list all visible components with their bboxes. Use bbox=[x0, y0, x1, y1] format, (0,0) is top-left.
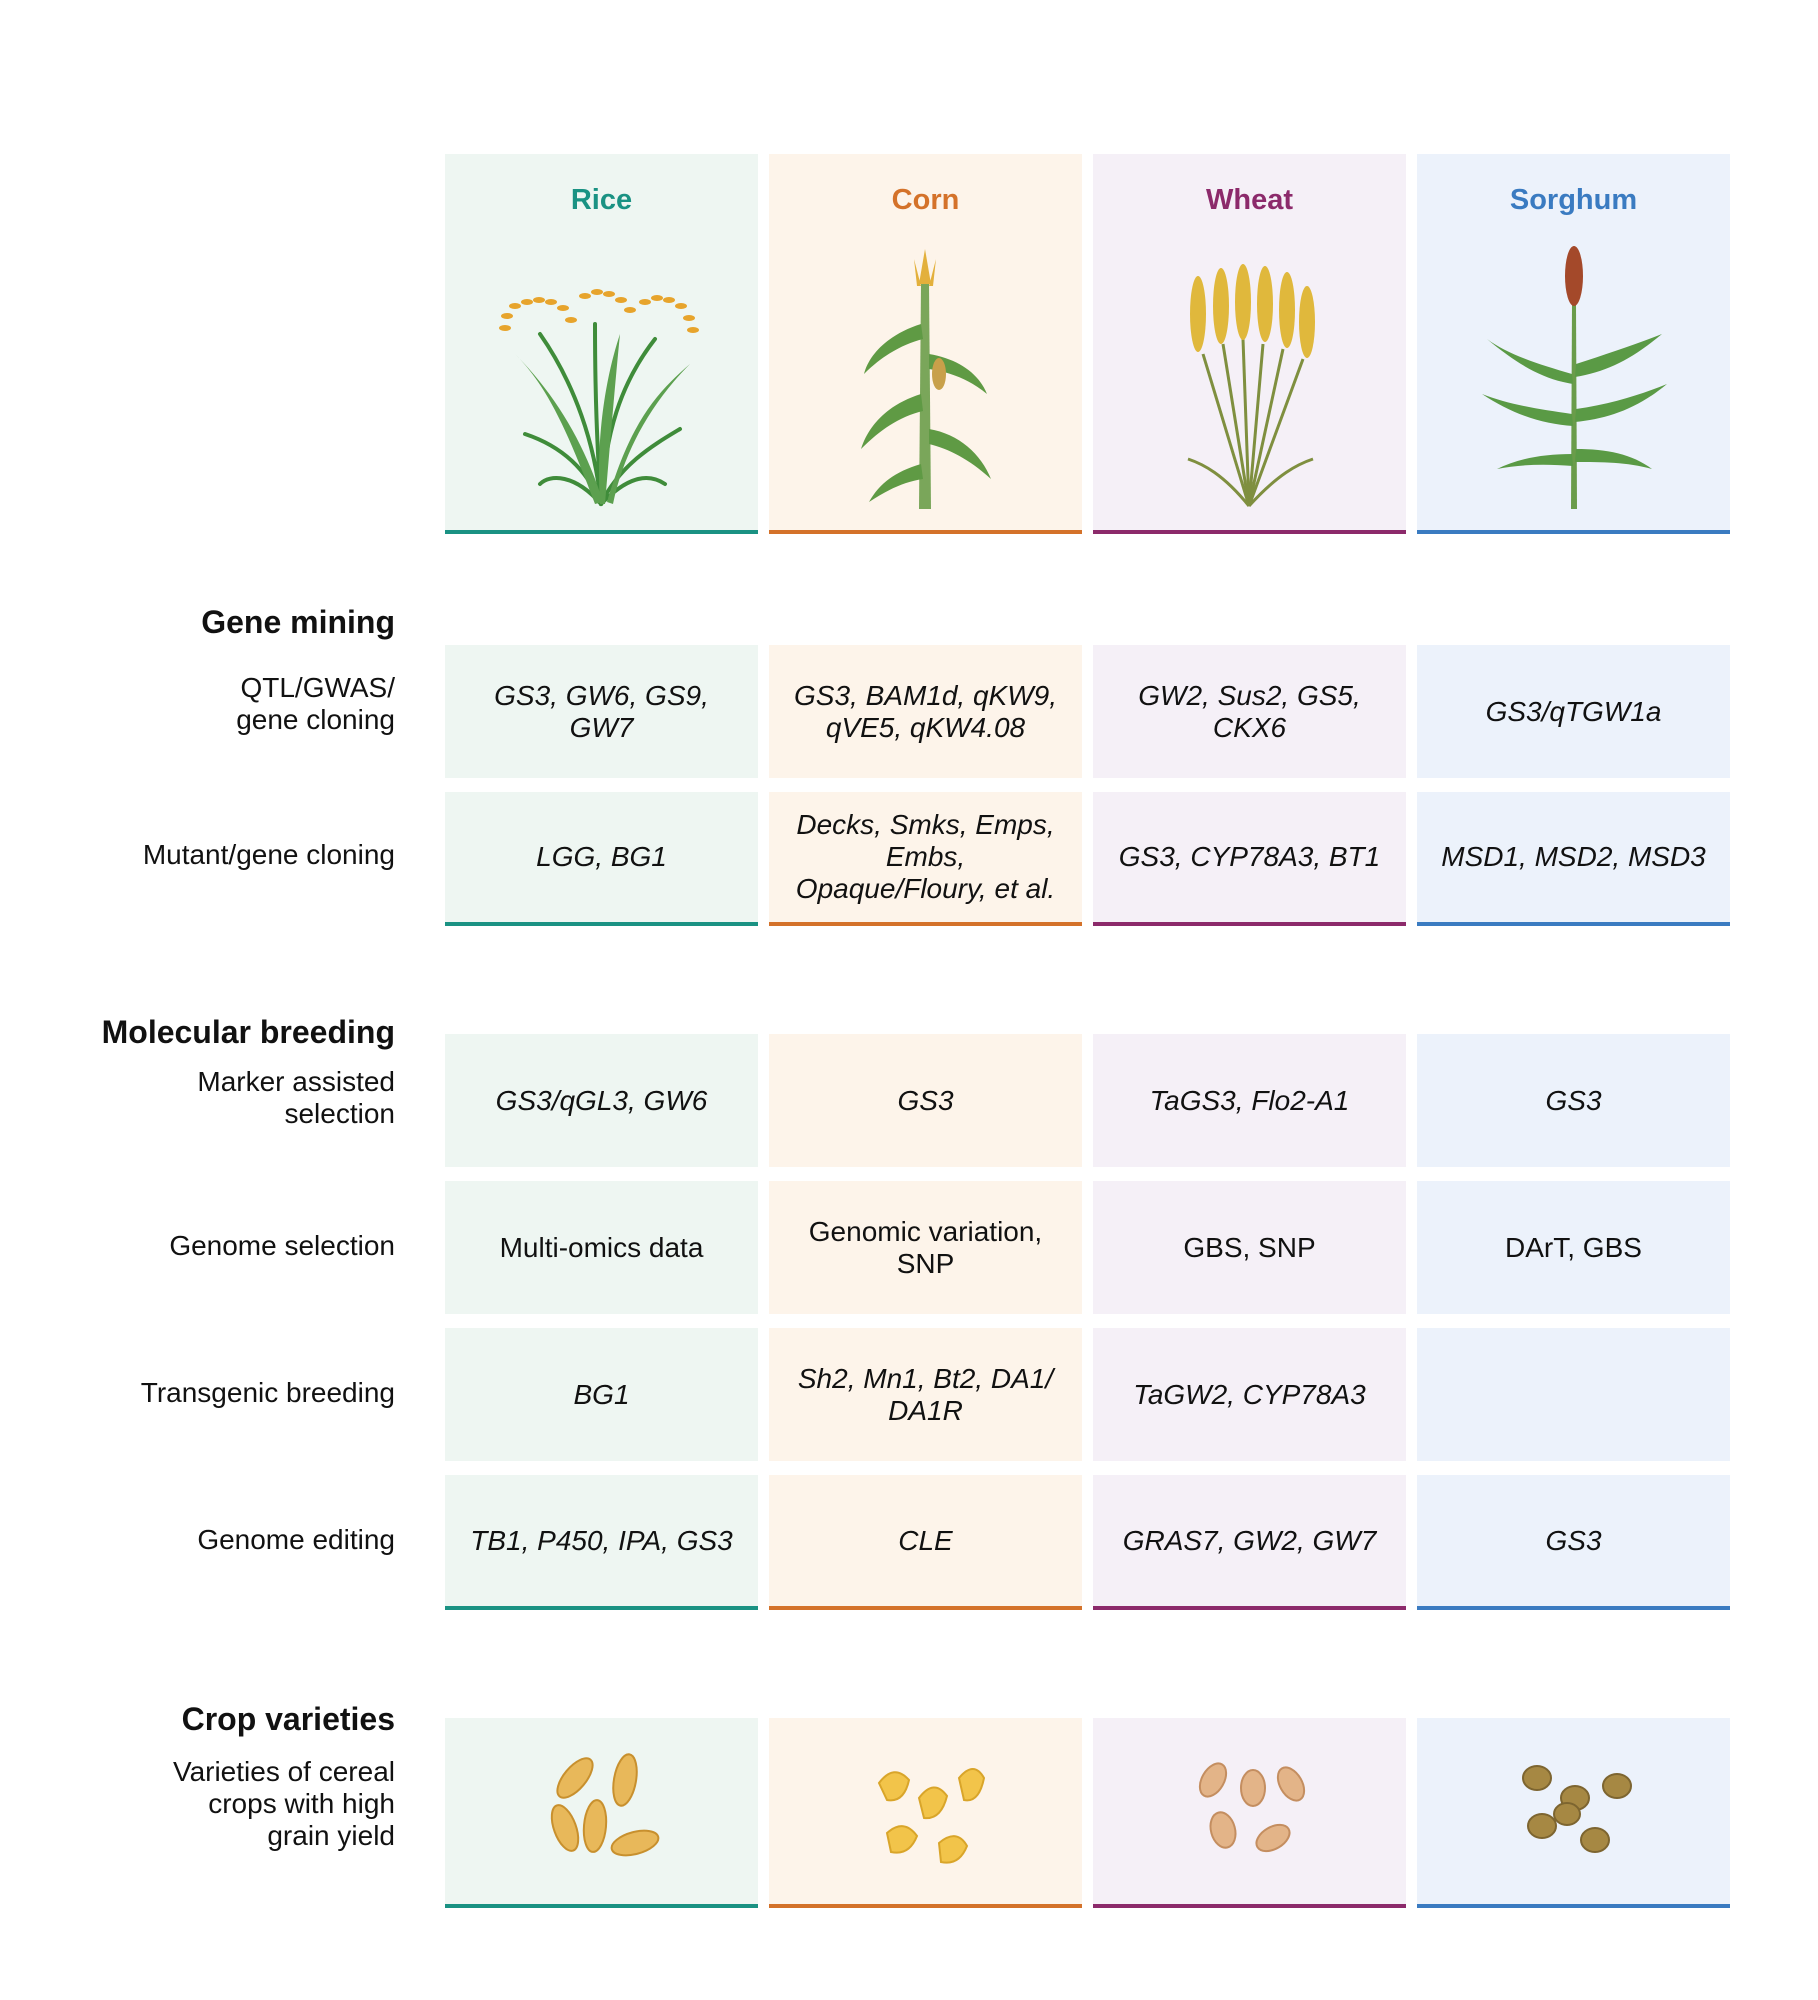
cell-rice-transgenic: BG1 bbox=[445, 1328, 758, 1461]
cell-sorghum-mas: GS3 bbox=[1417, 1034, 1730, 1167]
cell-wheat-editing: GRAS7, GW2, GW7 bbox=[1093, 1475, 1406, 1610]
row-label-line: selection bbox=[284, 1098, 395, 1129]
cell-wheat-mas: TaGS3, Flo2-A1 bbox=[1093, 1034, 1406, 1167]
sorghum-grains-illustration bbox=[1522, 1765, 1632, 1853]
cell-rice-mas: GS3/qGL3, GW6 bbox=[445, 1034, 758, 1167]
cell-corn-qtl: GS3, BAM1d, qKW9, qVE5, qKW4.08 bbox=[769, 645, 1082, 778]
corn-header-card: Corn bbox=[769, 154, 1082, 534]
row-label-genome-editing: Genome editing bbox=[197, 1524, 395, 1556]
row-label-transgenic: Transgenic breeding bbox=[141, 1377, 395, 1409]
wheat-title: Wheat bbox=[1206, 184, 1293, 216]
cell-wheat-transgenic: TaGW2, CYP78A3 bbox=[1093, 1328, 1406, 1461]
cell-wheat-qtl: GW2, Sus2, GS5, CKX6 bbox=[1093, 645, 1406, 778]
row-label-line: Varieties of cereal bbox=[172, 1756, 395, 1787]
cell-wheat-genome-selection: GBS, SNP bbox=[1093, 1181, 1406, 1314]
section-gene-mining: Gene mining bbox=[201, 604, 395, 640]
sorghum-title: Sorghum bbox=[1509, 184, 1638, 216]
row-label-line: crops with high bbox=[208, 1788, 395, 1819]
cell-corn-mutant: Decks, Smks, Emps, Embs, Opaque/Floury, … bbox=[769, 792, 1082, 926]
corn-grains-card bbox=[769, 1718, 1082, 1908]
section-molecular-breeding: Molecular breeding bbox=[101, 1014, 395, 1050]
row-label-line: Transgenic breeding bbox=[140, 1377, 395, 1408]
sorghum-header-card: Sorghum bbox=[1417, 154, 1730, 534]
row-label-line: Mutant/gene cloning bbox=[142, 839, 395, 870]
rice-grains-illustration bbox=[550, 1753, 660, 1857]
wheat-grains-illustration bbox=[1198, 1762, 1306, 1853]
rice-plant-illustration bbox=[499, 289, 699, 506]
row-label-line: gene cloning bbox=[236, 704, 395, 735]
cell-rice-mutant: LGG, BG1 bbox=[445, 792, 758, 926]
row-label-mutant: Mutant/gene cloning bbox=[143, 839, 395, 871]
row-label-line: Marker assisted bbox=[197, 1066, 395, 1097]
cell-corn-transgenic: Sh2, Mn1, Bt2, DA1/ DA1R bbox=[769, 1328, 1082, 1461]
row-label-line: grain yield bbox=[267, 1820, 395, 1851]
rice-grains-card bbox=[445, 1718, 758, 1908]
rice-header-card: Rice bbox=[445, 154, 758, 534]
cell-corn-editing: CLE bbox=[769, 1475, 1082, 1610]
wheat-grains-card bbox=[1093, 1718, 1406, 1908]
sorghum-grains-card bbox=[1417, 1718, 1730, 1908]
cell-rice-qtl: GS3, GW6, GS9, GW7 bbox=[445, 645, 758, 778]
cell-sorghum-qtl: GS3/qTGW1a bbox=[1417, 645, 1730, 778]
cell-sorghum-mutant: MSD1, MSD2, MSD3 bbox=[1417, 792, 1730, 926]
cell-sorghum-editing: GS3 bbox=[1417, 1475, 1730, 1610]
cell-corn-genome-selection: Genomic variation, SNP bbox=[769, 1181, 1082, 1314]
row-label-line: Genome editing bbox=[197, 1524, 395, 1555]
wheat-plant-illustration bbox=[1187, 264, 1315, 508]
cell-sorghum-transgenic bbox=[1417, 1328, 1730, 1461]
cell-corn-mas: GS3 bbox=[769, 1034, 1082, 1167]
cell-sorghum-genome-selection: DArT, GBS bbox=[1417, 1181, 1730, 1314]
corn-plant-illustration bbox=[861, 249, 991, 509]
cell-wheat-mutant: GS3, CYP78A3, BT1 bbox=[1093, 792, 1406, 926]
cell-rice-editing: TB1, P450, IPA, GS3 bbox=[445, 1475, 758, 1610]
row-label-varieties: Varieties of cereal crops with high grai… bbox=[173, 1756, 395, 1852]
corn-title: Corn bbox=[891, 184, 960, 216]
corn-grains-illustration bbox=[877, 1768, 986, 1864]
row-label-qtl-gwas: QTL/GWAS/ gene cloning bbox=[236, 672, 395, 736]
row-label-line: Genome selection bbox=[169, 1230, 395, 1261]
row-label-line: QTL/GWAS/ bbox=[240, 672, 395, 703]
section-crop-varieties: Crop varieties bbox=[181, 1701, 395, 1737]
rice-title: Rice bbox=[570, 184, 633, 216]
wheat-header-card: Wheat bbox=[1093, 154, 1406, 534]
cell-rice-genome-selection: Multi-omics data bbox=[445, 1181, 758, 1314]
sorghum-plant-illustration bbox=[1482, 246, 1667, 509]
row-label-mas: Marker assisted selection bbox=[197, 1066, 395, 1130]
row-label-genome-selection: Genome selection bbox=[169, 1230, 395, 1262]
